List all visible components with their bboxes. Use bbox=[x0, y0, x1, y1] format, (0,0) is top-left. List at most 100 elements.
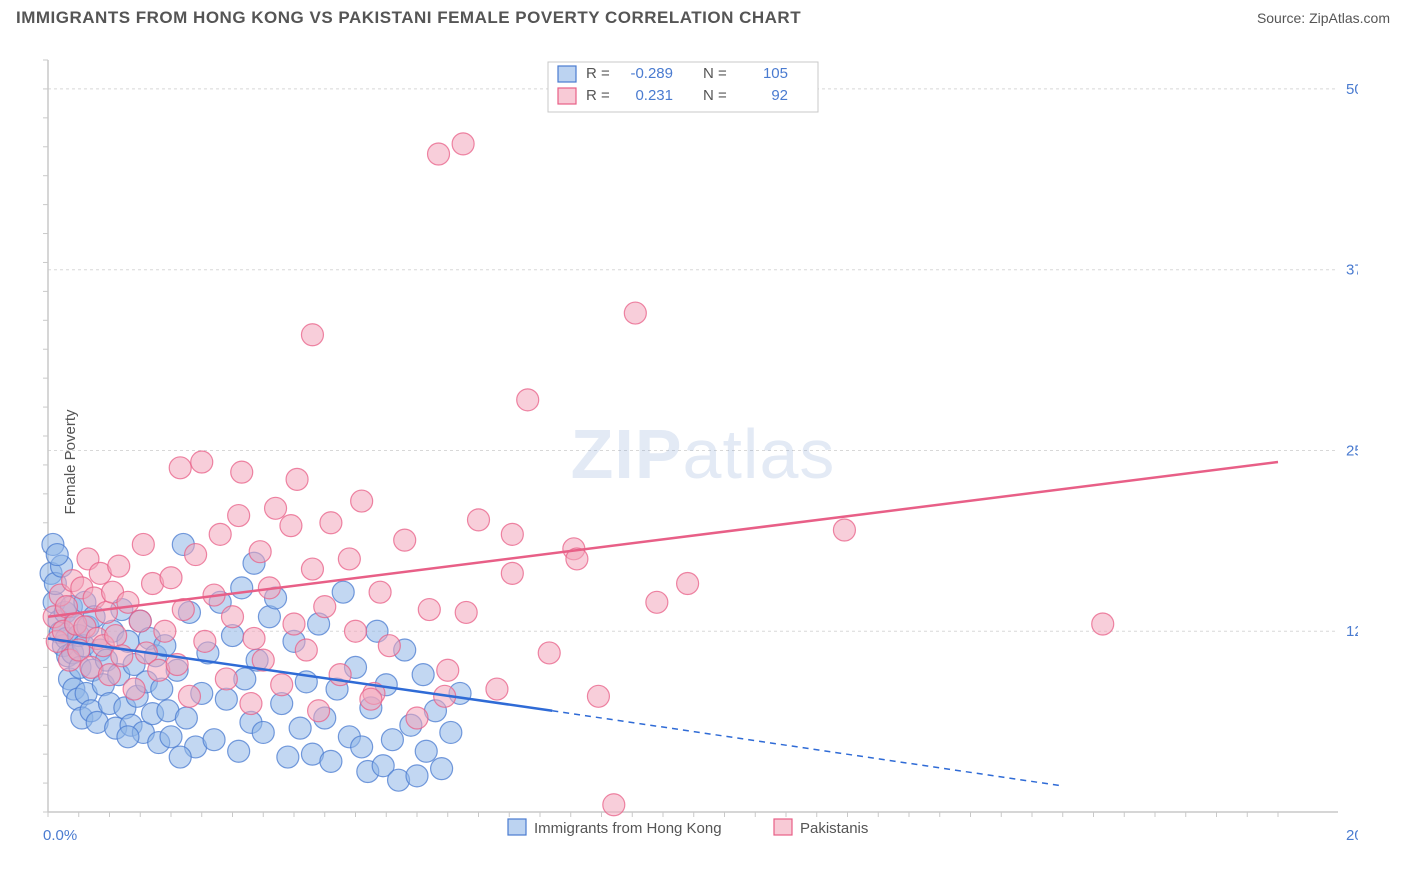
pk-point bbox=[587, 685, 609, 707]
source-prefix: Source: bbox=[1257, 10, 1309, 26]
hk-point bbox=[228, 740, 250, 762]
pk-point bbox=[228, 505, 250, 527]
pk-point bbox=[455, 601, 477, 623]
pk-point bbox=[351, 490, 373, 512]
hk-point bbox=[415, 740, 437, 762]
bottom-legend-label-pk: Pakistanis bbox=[800, 820, 868, 837]
hk-point bbox=[160, 726, 182, 748]
svg-text:92: 92 bbox=[771, 87, 788, 104]
hk-point bbox=[351, 736, 373, 758]
hk-point bbox=[440, 721, 462, 743]
hk-trendline-dash bbox=[552, 711, 1062, 786]
hk-point bbox=[431, 758, 453, 780]
pk-point bbox=[338, 548, 360, 570]
pk-point bbox=[215, 668, 237, 690]
pk-point bbox=[108, 555, 130, 577]
pk-point bbox=[160, 567, 182, 589]
hk-point bbox=[203, 729, 225, 751]
pk-point bbox=[418, 599, 440, 621]
pk-point bbox=[105, 625, 127, 647]
pk-point bbox=[301, 324, 323, 346]
pk-point bbox=[345, 620, 367, 642]
pk-point bbox=[501, 523, 523, 545]
pk-point bbox=[437, 659, 459, 681]
pk-point bbox=[677, 573, 699, 595]
pk-point bbox=[501, 562, 523, 584]
pk-point bbox=[378, 635, 400, 657]
svg-text:20.0%: 20.0% bbox=[1346, 827, 1358, 844]
hk-point bbox=[175, 707, 197, 729]
pk-point bbox=[209, 523, 231, 545]
pk-point bbox=[1092, 613, 1114, 635]
pk-point bbox=[406, 707, 428, 729]
pk-point bbox=[295, 639, 317, 661]
pk-point bbox=[95, 601, 117, 623]
y-axis-label: Female Poverty bbox=[62, 409, 79, 514]
pk-point bbox=[99, 664, 121, 686]
pk-point bbox=[191, 451, 213, 473]
pk-point bbox=[320, 512, 342, 534]
hk-point bbox=[169, 746, 191, 768]
pk-point bbox=[243, 627, 265, 649]
hk-point bbox=[412, 664, 434, 686]
bottom-legend-label-hk: Immigrants from Hong Kong bbox=[534, 820, 722, 837]
hk-point bbox=[117, 726, 139, 748]
source-label: Source: ZipAtlas.com bbox=[1257, 10, 1390, 26]
svg-text:25.0%: 25.0% bbox=[1346, 442, 1358, 459]
svg-text:105: 105 bbox=[763, 65, 788, 82]
bottom-legend-swatch-pk bbox=[774, 819, 792, 835]
pk-point bbox=[314, 596, 336, 618]
pk-point bbox=[308, 700, 330, 722]
legend-swatch-hk bbox=[558, 66, 576, 82]
pk-point bbox=[194, 630, 216, 652]
pk-point bbox=[249, 541, 271, 563]
pk-point bbox=[301, 558, 323, 580]
pk-point bbox=[117, 591, 139, 613]
pk-point bbox=[452, 133, 474, 155]
pk-point bbox=[231, 461, 253, 483]
pk-point bbox=[517, 389, 539, 411]
pk-point bbox=[271, 674, 293, 696]
bottom-legend-swatch-hk bbox=[508, 819, 526, 835]
pk-point bbox=[280, 515, 302, 537]
pk-point bbox=[123, 678, 145, 700]
hk-point bbox=[215, 688, 237, 710]
pk-point bbox=[428, 143, 450, 165]
chart-title: IMMIGRANTS FROM HONG KONG VS PAKISTANI F… bbox=[16, 8, 801, 28]
pk-point bbox=[369, 581, 391, 603]
hk-point bbox=[289, 717, 311, 739]
pk-point bbox=[468, 509, 490, 531]
pk-point bbox=[286, 468, 308, 490]
hk-point bbox=[46, 544, 68, 566]
pk-point bbox=[538, 642, 560, 664]
svg-text:-0.289: -0.289 bbox=[630, 65, 673, 82]
pk-point bbox=[394, 529, 416, 551]
pk-point bbox=[624, 302, 646, 324]
pk-point bbox=[185, 544, 207, 566]
svg-text:N =: N = bbox=[703, 65, 727, 82]
pk-point bbox=[265, 497, 287, 519]
svg-text:37.5%: 37.5% bbox=[1346, 262, 1358, 279]
svg-text:N =: N = bbox=[703, 87, 727, 104]
hk-point bbox=[252, 721, 274, 743]
hk-point bbox=[406, 765, 428, 787]
hk-point bbox=[231, 577, 253, 599]
svg-text:0.231: 0.231 bbox=[635, 87, 673, 104]
pk-point bbox=[169, 457, 191, 479]
svg-text:R =: R = bbox=[586, 65, 610, 82]
pk-point bbox=[360, 688, 382, 710]
pk-point bbox=[154, 620, 176, 642]
hk-point bbox=[381, 729, 403, 751]
pk-point bbox=[240, 693, 262, 715]
pk-point bbox=[178, 685, 200, 707]
pk-point bbox=[129, 610, 151, 632]
legend-swatch-pk bbox=[558, 88, 576, 104]
pk-point bbox=[222, 606, 244, 628]
pk-point bbox=[603, 794, 625, 816]
svg-text:R =: R = bbox=[586, 87, 610, 104]
svg-text:12.5%: 12.5% bbox=[1346, 623, 1358, 640]
scatter-chart: 12.5%25.0%37.5%50.0%0.0%20.0%R =-0.289N … bbox=[18, 40, 1358, 850]
svg-text:50.0%: 50.0% bbox=[1346, 81, 1358, 98]
hk-point bbox=[320, 750, 342, 772]
hk-point bbox=[277, 746, 299, 768]
